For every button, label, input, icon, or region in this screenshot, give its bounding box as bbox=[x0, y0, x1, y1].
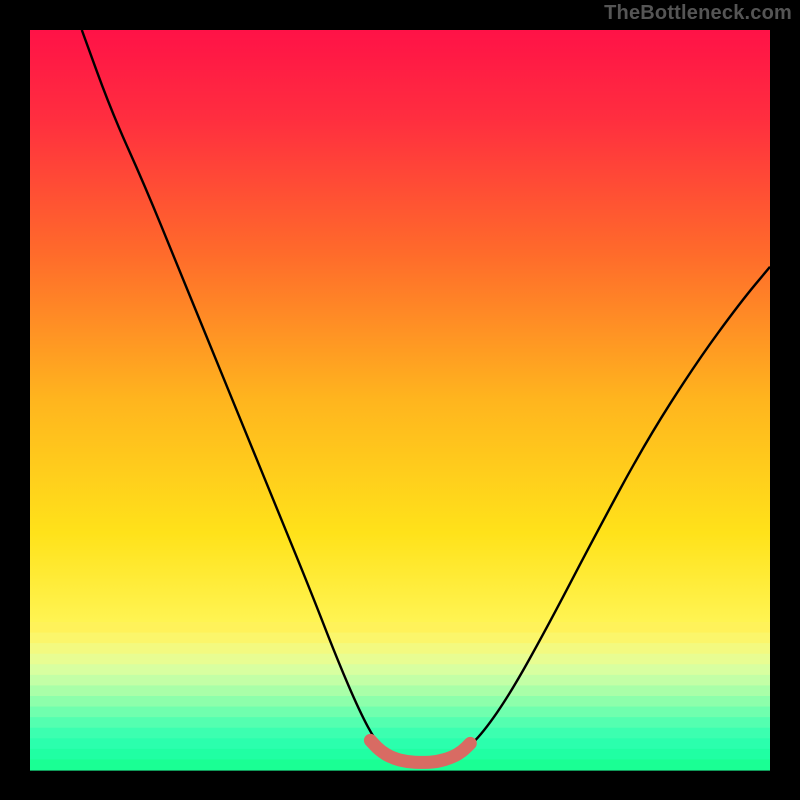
bottleneck-chart bbox=[0, 0, 800, 800]
watermark-text: TheBottleneck.com bbox=[604, 2, 792, 25]
chart-container: TheBottleneck.com bbox=[0, 0, 800, 800]
bottom-gradient-bands bbox=[30, 622, 770, 771]
